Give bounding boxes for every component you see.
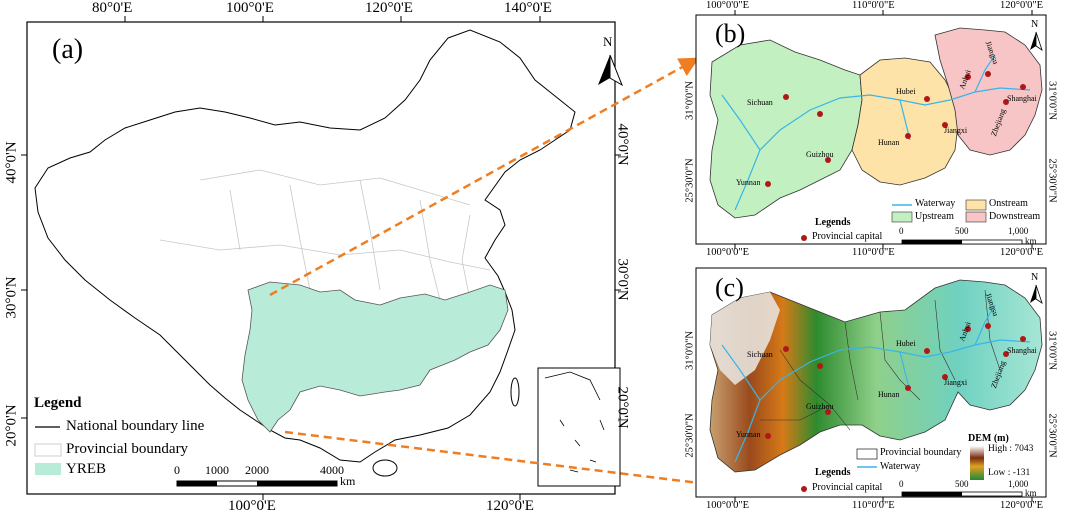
scale-bar-a	[176, 480, 338, 487]
legend-boundary-c: Provincial boundary	[880, 447, 962, 458]
top-tick-a: 120°0'E	[365, 0, 413, 16]
north-arrow-icon	[1030, 285, 1036, 303]
top-tick-a: 80°0'E	[92, 0, 133, 16]
scale-tick-b: 1,000	[1008, 226, 1029, 236]
scale-tick-a: 4000	[320, 463, 344, 477]
north-label-c: N	[1031, 272, 1039, 283]
province-label: Jiangxi	[944, 126, 968, 135]
top-tick-a: 140°0'E	[504, 0, 552, 16]
panel-b-label: (b)	[715, 19, 746, 48]
panel-b-map	[695, 10, 1047, 249]
scale-bar-b	[901, 239, 1023, 245]
dem-high-label: High : 7043	[988, 444, 1034, 454]
bottom-tick-a: 120°0'E	[486, 498, 534, 514]
scale-tick-a: 1000	[205, 463, 229, 477]
panel-a-label: (a)	[52, 34, 84, 65]
province-label: Hubei	[896, 87, 916, 96]
province-label: Guizhou	[806, 150, 834, 159]
legend-item-provincial-boundary: Provincial boundary	[66, 441, 189, 457]
dem-title: DEM (m)	[968, 433, 1009, 444]
province-label: Hubei	[896, 339, 916, 348]
scale-bar-c	[901, 491, 1023, 497]
right-tick-c: 31°0'0"N	[1046, 331, 1058, 370]
bottom-tick-b: 110°0'0"E	[852, 247, 895, 258]
legend-waterway-b: Waterway	[915, 198, 956, 209]
legend-onstream-b: Onstream	[989, 198, 1028, 209]
scale-tick-c: 0	[899, 479, 904, 489]
province-label: Sichuan	[747, 350, 773, 359]
scale-tick-b: 0	[899, 226, 904, 236]
dem-low-label: Low : -131	[988, 468, 1031, 478]
legend-title-b: Legends	[815, 217, 851, 228]
province-label: Yunnan	[736, 430, 761, 439]
panel-b: (b) N 100°0'0"E 110°0'0"E 120°0'0"E 100°…	[685, 0, 1058, 258]
bottom-tick-a: 100°0'E	[228, 498, 276, 514]
downstream-region	[934, 27, 1043, 156]
scale-unit-b: km	[1025, 236, 1037, 246]
province-label: Hunan	[878, 390, 900, 399]
legend-title-c: Legends	[815, 467, 851, 478]
scale-tick-a: 0	[174, 463, 180, 477]
north-arrow-icon	[598, 55, 610, 85]
province-label: Yunnan	[736, 178, 761, 187]
scale-tick-a: 2000	[245, 463, 269, 477]
scale-unit-a: km	[340, 474, 356, 488]
legend-item-yreb: YREB	[66, 461, 107, 477]
top-tick-a: 100°0'E	[226, 0, 274, 16]
top-tick-b: 120°0'0"E	[1000, 0, 1044, 11]
top-tick-b: 100°0'0"E	[706, 0, 750, 11]
south-china-sea-inset	[537, 367, 621, 487]
province-label: Shanghai	[1007, 346, 1037, 355]
dem-color-ramp	[970, 446, 984, 480]
right-tick-c: 25°30'0"N	[1046, 413, 1058, 458]
scale-tick-c: 1,000	[1008, 479, 1029, 489]
north-label-a: N	[603, 34, 613, 49]
province-label: Sichuan	[747, 98, 773, 107]
legend-downstream-b: Downstream	[989, 211, 1041, 222]
bottom-tick-c: 120°0'0"E	[1000, 500, 1044, 511]
legend-item-national-boundary: National boundary line	[66, 418, 205, 434]
panel-a-map	[21, 16, 624, 500]
waterways-c	[721, 304, 1031, 463]
legend-capital-c: Provincial capital	[812, 482, 883, 493]
capitals-c	[765, 323, 1026, 439]
panel-a: (a) N 80°0'E 100°0'E 120°0'E 140°0'E 100…	[4, 0, 631, 514]
waterways-b	[721, 54, 1031, 211]
panel-c-label: (c)	[715, 273, 744, 302]
top-tick-b: 110°0'0"E	[852, 0, 895, 11]
legend-waterway-c: Waterway	[880, 461, 921, 472]
bottom-tick-c: 110°0'0"E	[852, 500, 895, 511]
legend-upstream-b: Upstream	[915, 211, 954, 222]
bottom-tick-b: 120°0'0"E	[1000, 247, 1044, 258]
scale-unit-c: km	[1025, 488, 1037, 498]
yreb-region	[241, 281, 509, 433]
scale-tick-c: 500	[955, 479, 969, 489]
capitals-b	[765, 71, 1026, 187]
legend-title-a: Legend	[34, 395, 82, 411]
province-label: Guizhou	[806, 402, 834, 411]
bottom-tick-b: 100°0'0"E	[706, 247, 750, 258]
province-label: Jiangxi	[944, 378, 968, 387]
dem-terrain	[709, 279, 1043, 473]
left-tick-c: 25°30'0"N	[684, 413, 696, 458]
province-label: Hunan	[878, 138, 900, 147]
provincial-boundaries	[159, 169, 491, 301]
north-arrow-icon	[1030, 32, 1036, 50]
bottom-tick-c: 100°0'0"E	[706, 500, 750, 511]
upstream-region	[709, 39, 863, 219]
legend-capital-b: Provincial capital	[812, 231, 883, 242]
north-label-b: N	[1031, 19, 1039, 30]
province-label: Shanghai	[1007, 94, 1037, 103]
left-tick-c: 31°0'0"N	[684, 331, 696, 370]
scale-tick-b: 500	[955, 226, 969, 236]
